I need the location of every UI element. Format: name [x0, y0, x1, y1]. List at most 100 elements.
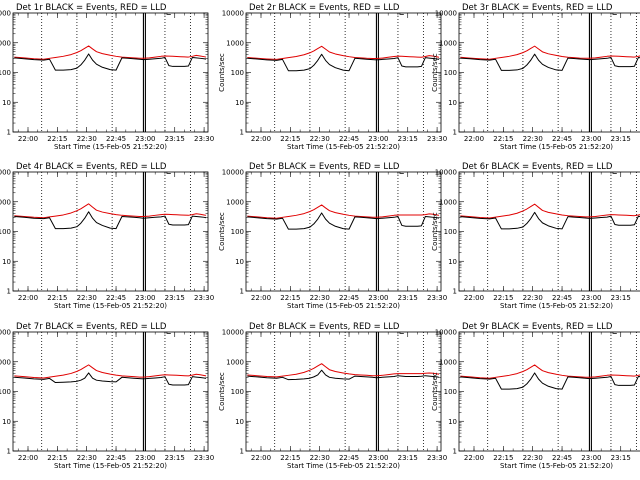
series-lld-line: [247, 45, 440, 60]
y-tick-label: 1000: [0, 198, 11, 206]
y-tick-label: 10: [235, 99, 244, 107]
panel-title: Det 9r BLACK = Events, RED = LLD: [462, 322, 613, 332]
panel-1: Det 1r BLACK = Events, RED = LLD 1 10 100 10…: [0, 3, 214, 151]
x-axis-label: Start Time (15-Feb-05 21:52:20): [287, 302, 400, 310]
step-marker: [166, 13, 171, 15]
y-tick-label: 1: [240, 448, 244, 456]
step-marker: [399, 172, 404, 174]
panel-title: Det 7r BLACK = Events, RED = LLD: [16, 322, 167, 332]
y-axis-label: Counts/sec: [431, 53, 439, 92]
y-tick-label: 1000: [226, 198, 244, 206]
x-tick-label: 22:00: [464, 454, 484, 462]
x-tick-label: 22:45: [106, 294, 126, 302]
x-tick-label: 22:00: [464, 135, 484, 143]
x-tick-label: 22:45: [552, 135, 572, 143]
y-tick-label: 1000: [226, 39, 244, 47]
x-axis-label: Start Time (15-Feb-05 21:52:20): [500, 462, 613, 470]
x-tick-label: 22:30: [523, 454, 543, 462]
y-tick-label: 1000: [226, 358, 244, 366]
series-events-line: [247, 212, 440, 230]
x-tick-label: 22:15: [493, 294, 513, 302]
panel-title: Det 3r BLACK = Events, RED = LLD: [462, 3, 613, 13]
y-tick-label: 1: [453, 129, 457, 137]
panel-title: Det 1r BLACK = Events, RED = LLD: [16, 3, 167, 13]
series-events-line: [247, 53, 440, 72]
x-tick-label: 22:00: [18, 135, 38, 143]
panel-title: Det 5r BLACK = Events, RED = LLD: [249, 162, 400, 172]
x-axis-label: Start Time (15-Feb-05 21:52:20): [54, 302, 167, 310]
series-events-line: [14, 372, 207, 386]
x-tick-label: 23:15: [611, 454, 631, 462]
plot-frame: [12, 331, 209, 452]
x-tick-label: 22:45: [339, 135, 359, 143]
y-tick-label: 10000: [222, 10, 244, 18]
x-tick-label: 22:45: [106, 454, 126, 462]
y-axis-label: Counts/sec: [218, 372, 226, 411]
x-tick-label: 22:30: [310, 135, 330, 143]
x-tick-label: 23:30: [427, 135, 447, 143]
x-tick-label: 23:00: [135, 135, 155, 143]
y-tick-label: 10000: [222, 329, 244, 337]
x-tick-label: 23:00: [581, 135, 601, 143]
x-tick-label: 22:00: [18, 294, 38, 302]
y-tick-label: 100: [0, 69, 11, 77]
x-tick-label: 22:45: [552, 454, 572, 462]
step-marker: [166, 332, 171, 334]
x-tick-label: 23:00: [135, 294, 155, 302]
x-tick-label: 23:30: [194, 135, 214, 143]
y-tick-label: 10: [2, 258, 11, 266]
x-tick-label: 23:00: [368, 294, 388, 302]
series-events-line: [460, 372, 640, 390]
x-axis-label: Start Time (15-Feb-05 21:52:20): [54, 462, 167, 470]
x-tick-label: 23:15: [611, 135, 631, 143]
x-tick-label: 23:00: [581, 294, 601, 302]
panel-3: Det 3r BLACK = Events, RED = LLD 1 10 100 10…: [431, 3, 640, 151]
y-tick-label: 1: [453, 448, 457, 456]
y-tick-label: 10000: [435, 169, 457, 177]
x-tick-label: 23:15: [165, 135, 185, 143]
x-tick-label: 22:15: [47, 294, 67, 302]
x-tick-label: 23:30: [194, 294, 214, 302]
panel-5: Det 5r BLACK = Events, RED = LLD 1 10 100 10…: [218, 162, 447, 310]
x-tick-label: 22:15: [493, 454, 513, 462]
x-tick-label: 23:15: [398, 294, 418, 302]
panel-title: Det 4r BLACK = Events, RED = LLD: [16, 162, 167, 172]
x-tick-label: 22:30: [310, 294, 330, 302]
y-tick-label: 10000: [435, 329, 457, 337]
x-tick-label: 22:30: [77, 454, 97, 462]
x-tick-label: 22:45: [106, 135, 126, 143]
plot-frame: [12, 12, 209, 133]
series-lld-line: [247, 204, 440, 219]
x-tick-label: 22:30: [523, 294, 543, 302]
x-tick-label: 23:15: [165, 454, 185, 462]
series-lld-line: [14, 364, 207, 379]
x-tick-label: 22:45: [552, 294, 572, 302]
series-events-line: [460, 211, 640, 230]
x-tick-label: 23:00: [581, 454, 601, 462]
plot-frame: [245, 12, 442, 133]
series-lld-line: [14, 203, 207, 219]
y-tick-label: 1000: [439, 358, 457, 366]
y-tick-label: 1000: [439, 39, 457, 47]
y-tick-label: 100: [231, 388, 244, 396]
x-tick-label: 22:15: [280, 294, 300, 302]
x-tick-label: 23:30: [427, 294, 447, 302]
series-events-line: [247, 369, 440, 381]
panel-title: Det 2r BLACK = Events, RED = LLD: [249, 3, 400, 13]
x-tick-label: 23:15: [398, 454, 418, 462]
plot-frame: [245, 171, 442, 292]
y-tick-label: 1000: [0, 39, 11, 47]
y-tick-label: 10000: [0, 329, 11, 337]
x-axis-label: Start Time (15-Feb-05 21:52:20): [500, 302, 613, 310]
x-tick-label: 22:30: [77, 135, 97, 143]
x-tick-label: 22:30: [310, 454, 330, 462]
x-axis-label: Start Time (15-Feb-05 21:52:20): [54, 143, 167, 151]
x-tick-label: 22:00: [464, 294, 484, 302]
plot-frame: [458, 171, 640, 292]
series-events-line: [14, 53, 207, 71]
x-tick-label: 22:00: [251, 135, 271, 143]
y-tick-label: 100: [0, 388, 11, 396]
panel-9: Det 9r BLACK = Events, RED = LLD 1 10 100 10…: [431, 322, 640, 470]
y-tick-label: 1: [453, 288, 457, 296]
